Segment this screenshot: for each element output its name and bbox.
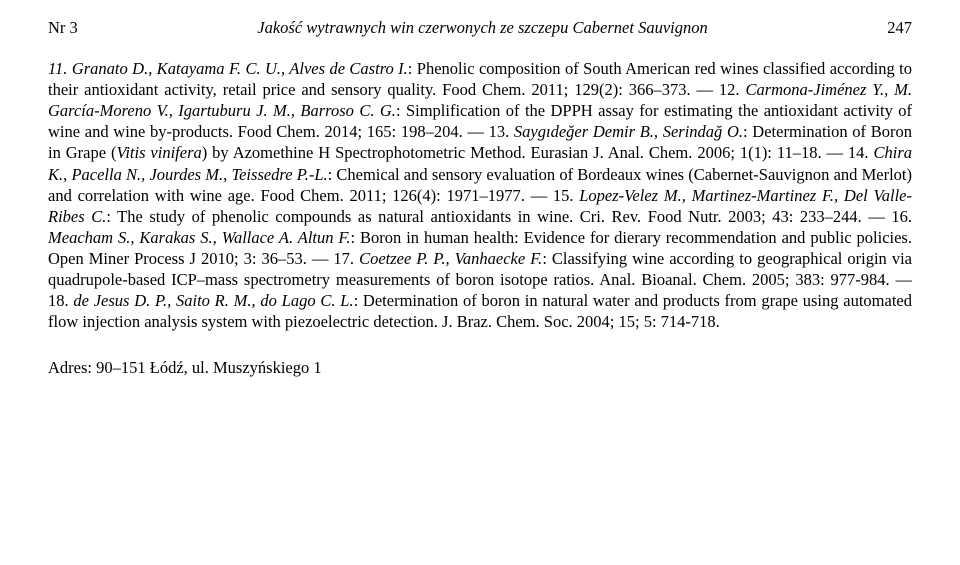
ref-17-authors: Coetzee P. P., Vanhaecke F. [359, 249, 542, 268]
issue-number: Nr 3 [48, 18, 78, 38]
page-number: 247 [887, 18, 912, 38]
ref-13-text-b: ) by Azomethine H Spectrophotometric Met… [202, 143, 874, 162]
ref-16-authors: Meacham S., Karakas S., Wallace A. Altun… [48, 228, 351, 247]
ref-13-species: Vitis vinifera [116, 143, 201, 162]
ref-13-authors: Saygıdeğer Demir B., Serindağ O. [514, 122, 743, 141]
correspondence-address: Adres: 90–151 Łódź, ul. Muszyńskiego 1 [48, 358, 912, 378]
ref-11-authors: 11. Granato D., Katayama F. C. U., Alves… [48, 59, 408, 78]
running-title: Jakość wytrawnych win czerwonych ze szcz… [78, 18, 887, 38]
references-paragraph: 11. Granato D., Katayama F. C. U., Alves… [48, 58, 912, 332]
ref-15-text: : The study of phenolic compounds as nat… [106, 207, 912, 226]
running-header: Nr 3 Jakość wytrawnych win czerwonych ze… [48, 18, 912, 38]
ref-18-authors: de Jesus D. P., Saito R. M., do Lago C. … [73, 291, 353, 310]
